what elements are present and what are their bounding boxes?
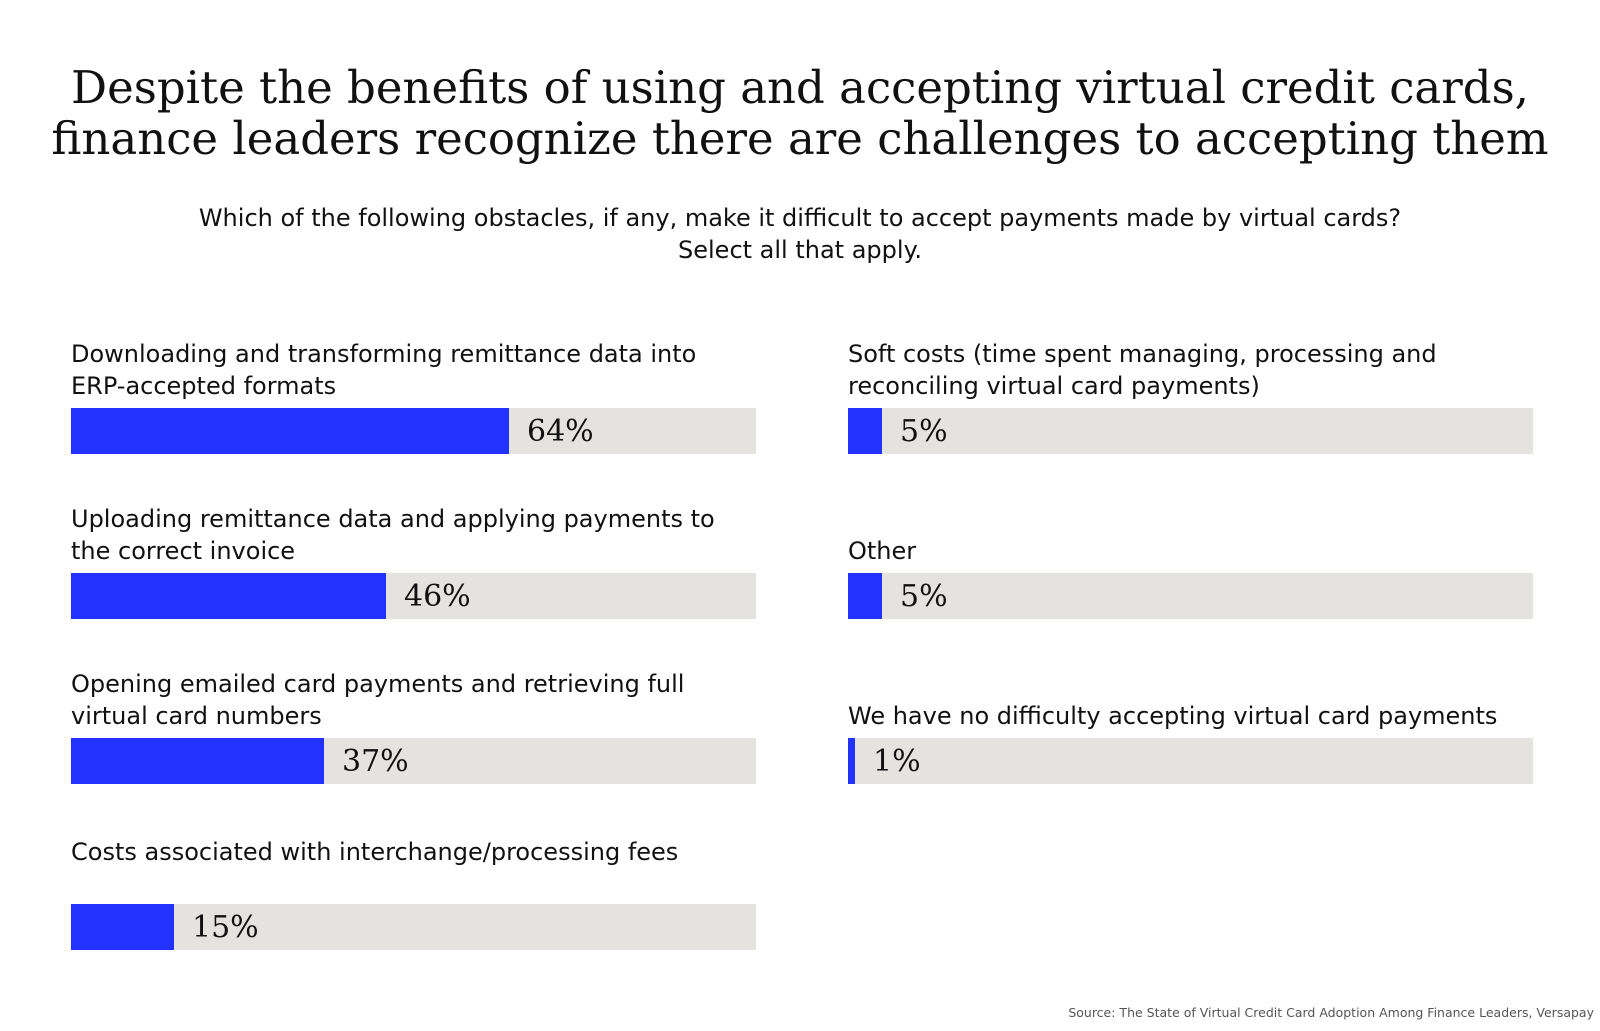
bar-category-label-line: Opening emailed card payments and retrie… [71, 670, 685, 698]
bar-track: 46% [71, 573, 756, 619]
bar-category-label-line: reconciling virtual card payments) [848, 372, 1260, 400]
chart-title: Despite the benefits of using and accept… [0, 62, 1600, 164]
bar-fill [71, 573, 386, 619]
bar-value-label: 37% [342, 744, 409, 779]
bar-category-label-line: Costs associated with interchange/proces… [71, 838, 679, 866]
bar-value-label: 1% [873, 744, 921, 779]
bar-fill [71, 408, 509, 454]
bar-item: Soft costs (time spent managing, process… [848, 340, 1533, 454]
bar-item: We have no difficulty accepting virtual … [848, 670, 1533, 784]
bar-category-label-line: the correct invoice [71, 537, 296, 565]
bar-category-label: Costs associated with interchange/proces… [71, 836, 756, 868]
bar-value-label: 15% [192, 910, 259, 945]
bar-category-label: Downloading and transforming remittance … [71, 338, 756, 402]
bar-category-label: Opening emailed card payments and retrie… [71, 668, 756, 732]
bar-value-label: 5% [900, 414, 948, 449]
chart-subtitle-line: Which of the following obstacles, if any… [198, 204, 1402, 232]
bar-category-label: Uploading remittance data and applying p… [71, 503, 756, 567]
bar-value-label: 46% [404, 579, 471, 614]
bar-fill [848, 738, 855, 784]
bar-fill [848, 408, 882, 454]
bar-track: 5% [848, 573, 1533, 619]
bar-category-label-line: Soft costs (time spent managing, process… [848, 340, 1437, 368]
bar-category-label: Other [848, 535, 1533, 567]
bar-track: 1% [848, 738, 1533, 784]
bar-category-label-line: virtual card numbers [71, 702, 322, 730]
bar-track: 5% [848, 408, 1533, 454]
bar-item: Opening emailed card payments and retrie… [71, 670, 756, 784]
bar-category-label-line: We have no difficulty accepting virtual … [848, 702, 1498, 730]
bar-item: Uploading remittance data and applying p… [71, 505, 756, 619]
chart-title-line: finance leaders recognize there are chal… [51, 112, 1549, 165]
bar-fill [848, 573, 882, 619]
chart-subtitle-line: Select all that apply. [678, 236, 922, 264]
source-note: Source: The State of Virtual Credit Card… [1068, 1005, 1594, 1020]
bar-value-label: 5% [900, 579, 948, 614]
bar-category-label-line: Downloading and transforming remittance … [71, 340, 697, 368]
bar-track: 15% [71, 904, 756, 950]
bar-category-label: Soft costs (time spent managing, process… [848, 338, 1533, 402]
chart-subtitle: Which of the following obstacles, if any… [0, 202, 1600, 266]
bar-value-label: 64% [527, 414, 594, 449]
bar-category-label-line: ERP-accepted formats [71, 372, 337, 400]
bar-fill [71, 738, 324, 784]
bar-track: 37% [71, 738, 756, 784]
bar-fill [71, 904, 174, 950]
chart-title-line: Despite the benefits of using and accept… [71, 61, 1529, 114]
bar-item: Other 5% [848, 505, 1533, 619]
bar-category-label-line: Other [848, 537, 917, 565]
bar-track: 64% [71, 408, 756, 454]
bar-item: Costs associated with interchange/proces… [71, 836, 756, 950]
bar-category-label: We have no difficulty accepting virtual … [848, 700, 1533, 732]
bar-item: Downloading and transforming remittance … [71, 340, 756, 454]
bar-category-label-line: Uploading remittance data and applying p… [71, 505, 715, 533]
